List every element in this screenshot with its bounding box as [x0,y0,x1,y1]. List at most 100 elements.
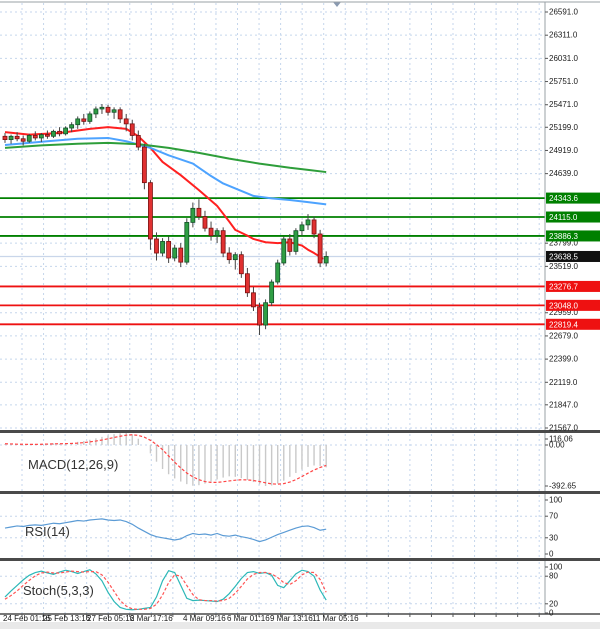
candle-body [154,238,159,254]
stoch-indicator-label: Stoch(5,3,3) [23,583,94,598]
macd-signal-line [4,434,327,485]
stoch-tick-label: 100 [549,563,563,572]
price-tick-label: 22119.0 [549,378,578,387]
candle-body [293,230,299,252]
candle-body [244,273,250,294]
price-tick-label: 24919.0 [549,146,578,155]
rsi-series [4,518,327,543]
candle-body [172,247,178,259]
candle-body [232,254,238,261]
support-price-label-bg [546,318,600,330]
candle-body [269,281,275,304]
candle-body [141,146,147,184]
candle-body [166,241,172,259]
candle-body [123,118,129,125]
support-price-label-bg [546,280,600,292]
macd-tick-label: -392.65 [549,482,577,491]
price-tick-label: 25751.0 [549,77,578,86]
candle-body [226,252,232,261]
candle-body [220,230,226,254]
candle-body [135,135,141,148]
resistance-price-label: 23886.3 [549,232,578,241]
price-tick-label: 25471.0 [549,100,578,109]
candle-body [317,233,323,264]
candle-body [287,238,293,252]
candle-body [281,238,287,264]
price-tick-label: 23519.0 [549,262,578,271]
date-label: 6 Mar 01:16 [227,614,270,623]
resistance-price-label-bg [546,230,600,242]
candle-body [20,138,26,142]
candle-body [251,292,256,308]
support-price-label-bg [546,299,600,311]
candle-body [81,118,87,122]
macd-indicator-label: MACD(12,26,9) [28,457,118,472]
gridlines [0,3,545,614]
date-label: 24 Feb 01:16 [3,614,51,623]
date-label: 4 Mar 09:16 [183,614,226,623]
price-tick-label: 21567.0 [549,424,578,433]
candle-body [184,222,190,263]
candle-body [26,135,32,142]
rsi-indicator-label: RSI(14) [25,524,70,539]
candle-body [111,109,117,113]
rsi-tick-label: 0 [549,550,554,559]
candle-body [214,230,220,237]
support-price-label: 23048.0 [549,301,578,310]
candlestick-series [2,103,329,336]
candle-body [57,130,62,135]
price-tick-label: 26031.0 [549,54,578,63]
candle-body [99,106,105,110]
candle-body [178,247,184,263]
candle-body [190,207,196,223]
candle-body [196,207,202,218]
panel-separator [0,558,600,561]
candle-body [117,109,123,120]
price-tick-label: 21847.0 [549,400,578,409]
rsi-line [4,518,327,543]
candle-body [238,254,244,275]
panel-separator [0,430,600,433]
candle-body [2,135,8,140]
price-tick-label: 23799.0 [549,239,578,248]
price-tick-label: 22679.0 [549,331,578,340]
date-label: 11 Mar 05:16 [312,614,359,623]
rsi-tick-label: 70 [549,512,558,521]
resistance-price-label: 24115.0 [549,213,578,222]
price-tick-label: 26591.0 [549,8,578,17]
macd-series [4,432,327,487]
scroll-marker-icon [333,2,341,7]
price-tick-label: 22399.0 [549,355,578,364]
rsi-tick-label: 100 [549,496,563,505]
price-tick-label: 22959.0 [549,308,578,317]
date-label: 9 Mar 13:16 [270,614,313,623]
bottom-strip [0,622,600,629]
candle-body [63,127,68,135]
candle-body [323,256,329,264]
candle-body [45,134,50,137]
candle-body [311,219,317,235]
stoch-tick-label: 0 [549,609,554,618]
macd-tick-label: 116.06 [549,435,573,444]
candle-body [75,118,81,126]
price-axis: 26591.0 26311.0 26031.0 25751.0 25471.0 25199… [545,8,578,618]
ma-mid-blue-line [4,136,327,206]
candle-body [208,227,214,237]
current-price-label-bg [546,250,600,262]
candle-body [257,306,262,326]
ma-slow-green-line [4,141,327,174]
candle-body [263,302,268,326]
frame-lines [0,1,600,615]
price-tick-label: 24639.0 [549,169,578,178]
candle-body [299,224,305,232]
rsi-tick-label: 30 [549,533,558,542]
price-tick-label: 25199.0 [549,123,578,132]
stoch-tick-label: 80 [549,572,558,581]
macd-tick-label: 0.00 [549,441,565,450]
stoch-series [4,569,327,611]
candle-body [93,108,99,115]
stoch-tick-label: 20 [549,599,558,608]
